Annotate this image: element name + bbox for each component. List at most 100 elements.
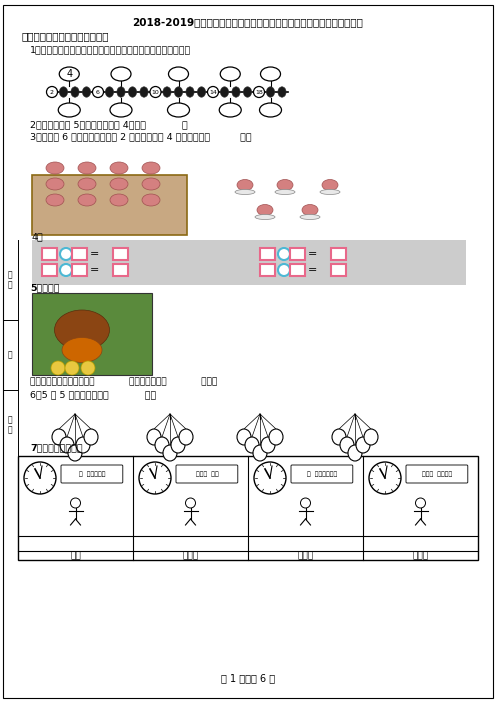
Circle shape xyxy=(65,361,79,375)
Text: 快到（  ）时: 快到（ ）时 xyxy=(195,471,218,477)
Ellipse shape xyxy=(60,87,67,97)
Text: 第 1 页，共 6 页: 第 1 页，共 6 页 xyxy=(221,673,275,683)
Ellipse shape xyxy=(78,194,96,206)
FancyBboxPatch shape xyxy=(331,248,346,260)
Ellipse shape xyxy=(260,67,281,81)
FancyBboxPatch shape xyxy=(32,293,152,375)
Text: 6: 6 xyxy=(96,89,100,95)
FancyBboxPatch shape xyxy=(260,264,275,276)
Text: 看电视: 看电视 xyxy=(413,551,429,560)
Ellipse shape xyxy=(302,204,318,216)
Ellipse shape xyxy=(255,215,275,220)
Ellipse shape xyxy=(237,180,253,190)
Text: 4: 4 xyxy=(66,69,72,79)
Ellipse shape xyxy=(140,87,148,97)
Ellipse shape xyxy=(59,67,79,81)
FancyBboxPatch shape xyxy=(61,465,123,483)
Circle shape xyxy=(51,361,65,375)
FancyBboxPatch shape xyxy=(42,248,57,260)
Ellipse shape xyxy=(110,103,132,117)
Ellipse shape xyxy=(142,178,160,190)
Ellipse shape xyxy=(155,437,169,453)
Text: 写作业: 写作业 xyxy=(298,551,313,560)
FancyBboxPatch shape xyxy=(290,248,305,260)
FancyBboxPatch shape xyxy=(331,264,346,276)
Circle shape xyxy=(253,86,264,98)
Circle shape xyxy=(150,86,161,98)
Text: 2: 2 xyxy=(50,89,54,95)
Ellipse shape xyxy=(259,103,282,117)
Circle shape xyxy=(301,498,310,508)
Text: 3．红红有 6 张邮票，送给弟弟 2 张，送给妹妹 4 张，红红还有          张。: 3．红红有 6 张邮票，送给弟弟 2 张，送给妹妹 4 张，红红还有 张。 xyxy=(30,133,251,142)
Text: 6．5 个 5 个地数，一共有            个。: 6．5 个 5 个地数，一共有 个。 xyxy=(30,390,156,399)
Ellipse shape xyxy=(110,194,128,206)
Ellipse shape xyxy=(300,215,320,220)
FancyBboxPatch shape xyxy=(3,5,493,698)
Ellipse shape xyxy=(46,194,64,206)
Text: （  ）时过一点儿: （ ）时过一点儿 xyxy=(307,471,337,477)
Ellipse shape xyxy=(78,178,96,190)
FancyBboxPatch shape xyxy=(113,264,128,276)
Ellipse shape xyxy=(147,429,161,445)
FancyBboxPatch shape xyxy=(32,175,187,235)
Ellipse shape xyxy=(356,437,370,453)
Text: 母鸡与小鸡分成两组是按照            来分，也可以按            来分。: 母鸡与小鸡分成两组是按照 来分，也可以按 来分。 xyxy=(30,378,217,387)
Ellipse shape xyxy=(68,445,82,461)
Circle shape xyxy=(47,86,58,98)
Ellipse shape xyxy=(168,103,189,117)
Text: 5．看图。: 5．看图。 xyxy=(30,284,60,293)
Ellipse shape xyxy=(76,437,90,453)
Circle shape xyxy=(24,462,56,494)
Ellipse shape xyxy=(320,190,340,194)
Text: 一: 一 xyxy=(7,350,12,359)
Ellipse shape xyxy=(220,87,229,97)
FancyBboxPatch shape xyxy=(72,264,87,276)
Ellipse shape xyxy=(266,87,275,97)
Ellipse shape xyxy=(128,87,136,97)
Ellipse shape xyxy=(186,87,194,97)
Ellipse shape xyxy=(163,445,177,461)
FancyBboxPatch shape xyxy=(18,456,478,560)
Ellipse shape xyxy=(84,429,98,445)
FancyBboxPatch shape xyxy=(260,248,275,260)
Text: 2018-2019年北京市海淀区向东小学一年级上册数学模拟期末测试无答案: 2018-2019年北京市海淀区向东小学一年级上册数学模拟期末测试无答案 xyxy=(132,17,364,27)
Text: 上学: 上学 xyxy=(70,551,81,560)
Ellipse shape xyxy=(232,87,240,97)
Ellipse shape xyxy=(60,437,74,453)
FancyBboxPatch shape xyxy=(42,264,57,276)
Text: 一、想一想，填一填（填空题）: 一、想一想，填一填（填空题） xyxy=(22,31,110,41)
Ellipse shape xyxy=(171,437,185,453)
Circle shape xyxy=(278,264,290,276)
Text: 14: 14 xyxy=(209,89,217,95)
Text: =: = xyxy=(308,249,317,259)
Circle shape xyxy=(60,264,72,276)
Circle shape xyxy=(92,86,104,98)
Text: 1．把下列这些部分对应上合适的数（按从左到右的顺序填写）: 1．把下列这些部分对应上合适的数（按从左到右的顺序填写） xyxy=(30,46,191,55)
Ellipse shape xyxy=(163,87,171,97)
Ellipse shape xyxy=(46,162,64,174)
Ellipse shape xyxy=(111,67,131,81)
Ellipse shape xyxy=(261,437,275,453)
Circle shape xyxy=(70,498,80,508)
FancyBboxPatch shape xyxy=(406,465,468,483)
Ellipse shape xyxy=(244,87,251,97)
Ellipse shape xyxy=(142,162,160,174)
Circle shape xyxy=(278,248,290,260)
Ellipse shape xyxy=(197,87,206,97)
FancyBboxPatch shape xyxy=(176,465,238,483)
Ellipse shape xyxy=(364,429,378,445)
Ellipse shape xyxy=(257,204,273,216)
Text: 分
数: 分 数 xyxy=(7,416,12,435)
Ellipse shape xyxy=(82,87,91,97)
Text: 快到（  ）时了。: 快到（ ）时了。 xyxy=(422,471,452,477)
Text: 题
号: 题 号 xyxy=(7,270,12,290)
Text: 7．看时钟判断时间: 7．看时钟判断时间 xyxy=(30,444,83,453)
FancyBboxPatch shape xyxy=(72,248,87,260)
Ellipse shape xyxy=(277,180,293,190)
FancyBboxPatch shape xyxy=(291,465,353,483)
Circle shape xyxy=(254,462,286,494)
Text: 18: 18 xyxy=(255,89,263,95)
Circle shape xyxy=(186,498,195,508)
Ellipse shape xyxy=(46,178,64,190)
Ellipse shape xyxy=(58,103,80,117)
